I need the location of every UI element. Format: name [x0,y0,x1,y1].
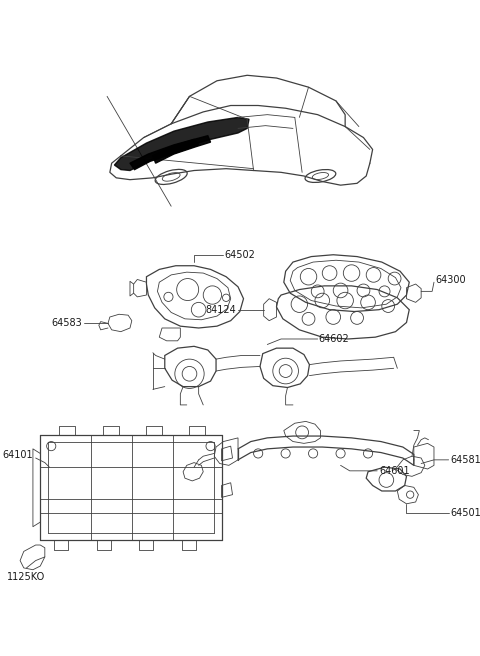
Polygon shape [114,117,249,171]
Text: 64101: 64101 [2,450,33,461]
Text: 64501: 64501 [450,508,480,518]
Text: 64300: 64300 [435,276,466,285]
Text: 64602: 64602 [319,334,349,344]
Text: 84124: 84124 [205,304,236,315]
Text: 64581: 64581 [450,455,480,465]
Text: 64502: 64502 [224,250,255,260]
Polygon shape [130,139,199,170]
Text: 64583: 64583 [52,318,83,329]
Text: 64601: 64601 [379,466,409,476]
Polygon shape [153,136,211,163]
Text: 1125KO: 1125KO [7,573,46,583]
